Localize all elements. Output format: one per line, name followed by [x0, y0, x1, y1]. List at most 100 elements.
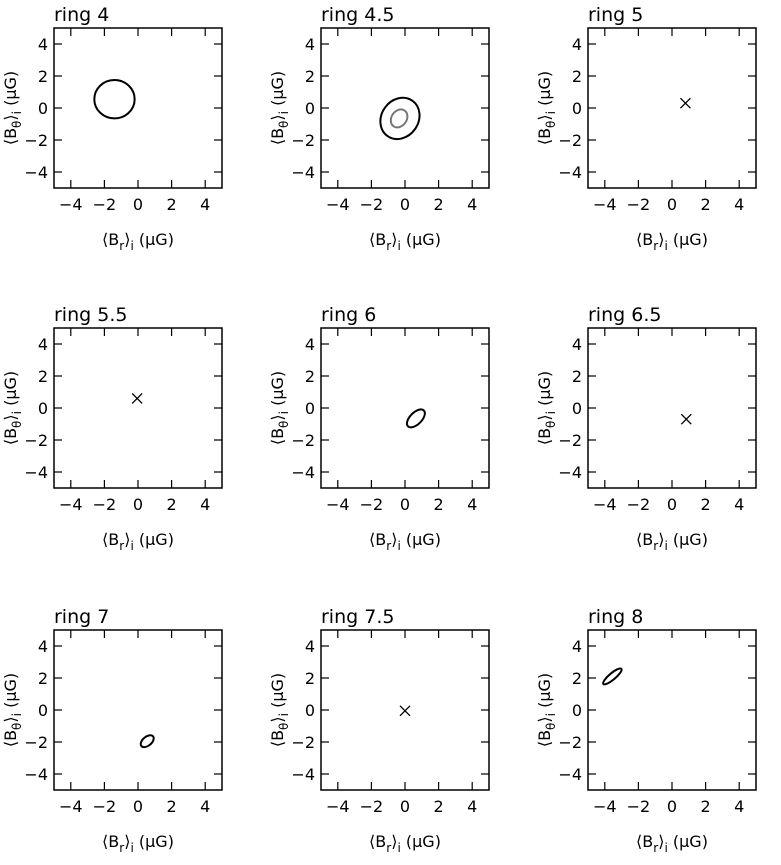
y-tick-label: −4	[24, 163, 48, 182]
y-tick-label: 4	[305, 335, 315, 354]
panel-title: ring 6	[321, 304, 376, 326]
y-tick-label: 2	[305, 669, 315, 688]
x-tick-label: 2	[167, 195, 177, 214]
y-axis-label: ⟨Bθ⟩i (μG)	[268, 673, 291, 747]
panel-title: ring 7.5	[321, 606, 394, 628]
x-tick-label: 4	[467, 195, 477, 214]
y-tick-label: 0	[305, 99, 315, 118]
x-tick-label: 4	[734, 195, 744, 214]
y-tick-label: −2	[558, 733, 582, 752]
x-tick-label: −4	[593, 495, 617, 514]
x-tick-label: 2	[701, 195, 711, 214]
y-tick-label: −4	[558, 163, 582, 182]
x-tick-label: 4	[734, 495, 744, 514]
y-tick-label: 4	[38, 637, 48, 656]
plot-frame	[587, 629, 757, 791]
panel-title: ring 8	[588, 606, 643, 628]
y-tick-label: 4	[305, 637, 315, 656]
y-tick-label: −4	[291, 765, 315, 784]
y-tick-label: −2	[291, 131, 315, 150]
x-tick-label: 0	[400, 495, 410, 514]
y-tick-label: −2	[24, 431, 48, 450]
cross-marker	[680, 413, 692, 425]
y-tick-label: 4	[572, 637, 582, 656]
y-tick-label: 0	[305, 399, 315, 418]
panel-7: ring 7 −4 −2 0 2 4 −4 −2 0 2 4 ⟨Br⟩i (μG) ⟨Bθ⟩i (μG)	[1, 606, 223, 855]
y-axis-label: ⟨Bθ⟩i (μG)	[1, 371, 24, 445]
x-tick-label: −2	[627, 797, 651, 816]
y-tick-label: −4	[291, 163, 315, 182]
x-tick-label: −4	[326, 495, 350, 514]
x-tick-label: −2	[360, 797, 384, 816]
x-axis-label: ⟨Br⟩i (μG)	[636, 832, 708, 855]
panel-2: ring 4.5 −4 −2 0 2 4 −4 −2 0 2 4 ⟨Br⟩i (μG) ⟨Bθ⟩i (μ…	[268, 4, 490, 253]
x-axis-label: ⟨Br⟩i (μG)	[636, 530, 708, 553]
contour-1	[379, 96, 421, 141]
x-tick-label: 0	[133, 495, 143, 514]
y-axis-label: ⟨Bθ⟩i (μG)	[535, 673, 558, 747]
panel-4: ring 5.5 −4 −2 0 2 4 −4 −2 0 2 4 ⟨Br⟩i (μG) ⟨Bθ⟩i (μ…	[1, 304, 223, 553]
contour-1	[602, 667, 623, 686]
x-axis-label: ⟨Br⟩i (μG)	[369, 832, 441, 855]
x-tick-label: 2	[434, 195, 444, 214]
x-axis-label: ⟨Br⟩i (μG)	[102, 832, 174, 855]
y-tick-label: 0	[305, 701, 315, 720]
y-tick-label: −4	[24, 463, 48, 482]
x-axis-label: ⟨Br⟩i (μG)	[369, 230, 441, 253]
panel-8: ring 7.5 −4 −2 0 2 4 −4 −2 0 2 4 ⟨Br⟩i (μG) ⟨Bθ⟩i (μ…	[268, 606, 490, 855]
x-tick-label: 2	[701, 797, 711, 816]
x-tick-label: −4	[593, 195, 617, 214]
cross-marker	[679, 97, 691, 109]
plot-frame	[320, 327, 490, 489]
y-tick-label: 4	[572, 35, 582, 54]
x-tick-label: 4	[200, 195, 210, 214]
x-tick-label: −4	[59, 495, 83, 514]
panel-title: ring 5.5	[54, 304, 127, 326]
x-tick-label: 0	[400, 195, 410, 214]
y-axis-label: ⟨Bθ⟩i (μG)	[268, 71, 291, 145]
y-tick-label: −2	[24, 131, 48, 150]
y-tick-label: 2	[305, 67, 315, 86]
y-tick-label: −4	[24, 765, 48, 784]
x-tick-label: −2	[627, 195, 651, 214]
x-tick-label: 2	[167, 495, 177, 514]
y-tick-label: 2	[38, 669, 48, 688]
y-tick-label: −2	[291, 733, 315, 752]
x-tick-label: −2	[93, 195, 117, 214]
x-axis-label: ⟨Br⟩i (μG)	[102, 530, 174, 553]
x-tick-label: −4	[326, 797, 350, 816]
y-tick-label: −4	[291, 463, 315, 482]
y-tick-label: 2	[572, 367, 582, 386]
y-tick-label: 4	[38, 35, 48, 54]
x-tick-label: −2	[93, 797, 117, 816]
y-tick-label: −2	[558, 131, 582, 150]
x-tick-label: 2	[167, 797, 177, 816]
contour-1	[139, 734, 155, 749]
x-axis-label: ⟨Br⟩i (μG)	[369, 530, 441, 553]
x-axis-label: ⟨Br⟩i (μG)	[636, 230, 708, 253]
y-tick-label: −2	[291, 431, 315, 450]
y-axis-label: ⟨Bθ⟩i (μG)	[1, 71, 24, 145]
plot-frame	[53, 27, 223, 189]
y-tick-label: 4	[305, 35, 315, 54]
x-tick-label: 4	[200, 495, 210, 514]
y-tick-label: 0	[572, 701, 582, 720]
cross-marker	[399, 705, 411, 717]
panel-9: ring 8 −4 −2 0 2 4 −4 −2 0 2 4 ⟨Br⟩i (μG) ⟨Bθ⟩i (μG)	[535, 606, 757, 855]
y-tick-label: 0	[38, 99, 48, 118]
y-axis-label: ⟨Bθ⟩i (μG)	[268, 371, 291, 445]
y-tick-label: 4	[38, 335, 48, 354]
x-axis-label: ⟨Br⟩i (μG)	[102, 230, 174, 253]
x-tick-label: −2	[360, 195, 384, 214]
panel-6: ring 6.5 −4 −2 0 2 4 −4 −2 0 2 4 ⟨Br⟩i (μG) ⟨Bθ⟩i (μ…	[535, 304, 757, 553]
y-tick-label: 4	[572, 335, 582, 354]
y-tick-label: 0	[38, 701, 48, 720]
x-tick-label: 0	[667, 495, 677, 514]
y-axis-label: ⟨Bθ⟩i (μG)	[535, 371, 558, 445]
panel-5: ring 6 −4 −2 0 2 4 −4 −2 0 2 4 ⟨Br⟩i (μG) ⟨Bθ⟩i (μG)	[268, 304, 490, 553]
y-tick-label: 2	[572, 669, 582, 688]
y-tick-label: 0	[572, 399, 582, 418]
x-tick-label: 2	[434, 797, 444, 816]
panel-title: ring 4	[54, 4, 109, 26]
contour-1	[93, 79, 136, 120]
